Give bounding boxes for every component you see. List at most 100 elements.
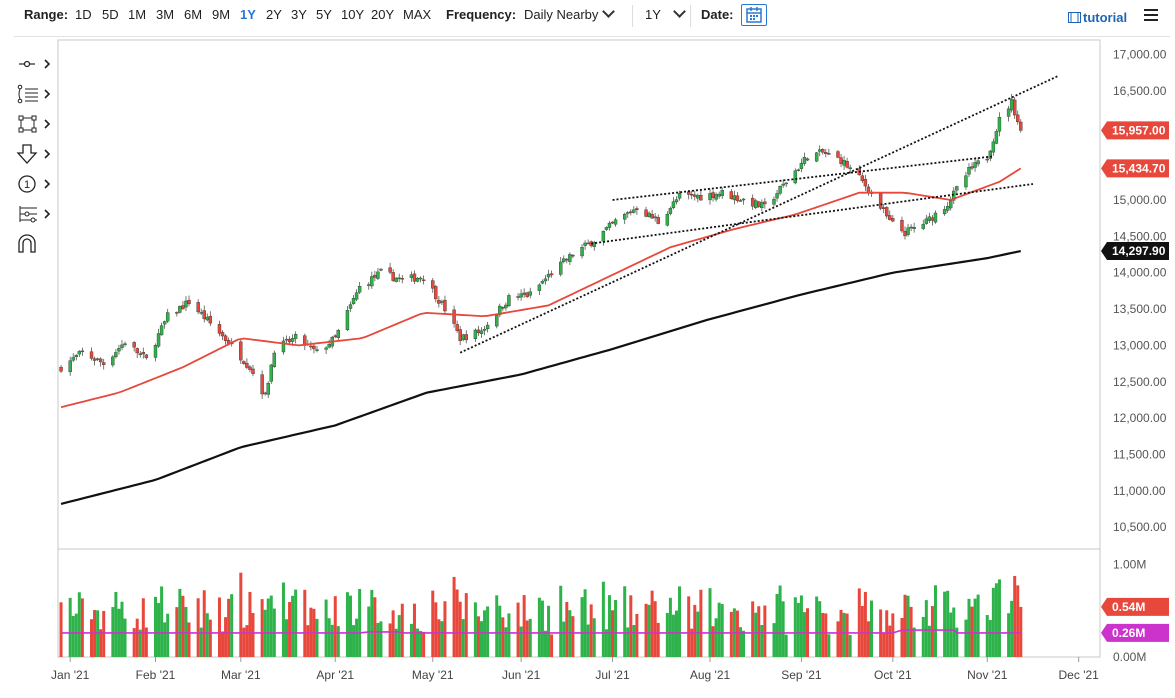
tutorial-link[interactable]: tutorial (1068, 10, 1127, 25)
volume-bar (111, 607, 115, 657)
range-5d[interactable]: 5D (102, 7, 119, 22)
candle-body (187, 299, 191, 304)
candle-body (930, 217, 935, 221)
volume-bar (120, 601, 124, 657)
volume-bar (729, 611, 733, 657)
volume-bar (623, 586, 627, 657)
candle-body (885, 207, 889, 217)
candle-body (504, 304, 508, 309)
price-badge: 15,434.70 (1101, 159, 1169, 178)
candle-body (59, 366, 63, 372)
range-20y[interactable]: 20Y (371, 7, 395, 22)
hamburger-menu-icon[interactable] (1144, 9, 1158, 21)
candle-body (114, 352, 118, 357)
plot-frame (57, 39, 1101, 658)
range-5y[interactable]: 5Y (316, 7, 332, 22)
candle-body (949, 200, 953, 209)
candle-body (778, 186, 782, 194)
frequency-select[interactable]: Daily Nearby (524, 5, 616, 22)
candle-body (970, 166, 974, 169)
candle-body (750, 197, 755, 207)
candle-body (431, 280, 435, 289)
volume-bar (994, 583, 998, 657)
volume-bar (793, 597, 797, 657)
price-badge-bg (1101, 159, 1169, 178)
range-1y[interactable]: 1Y (240, 7, 256, 22)
period-select[interactable]: 1Y (645, 5, 686, 22)
x-tick-label: Jan '21 (51, 668, 90, 682)
magnet-tool[interactable] (14, 232, 54, 256)
candle-body (120, 344, 124, 348)
range-3m[interactable]: 3M (156, 7, 175, 22)
x-tick-label: Apr '21 (316, 668, 354, 682)
counter-tool[interactable]: 1 (14, 172, 54, 196)
magnet-icon (18, 234, 36, 253)
candle-body (900, 220, 904, 232)
volume-bar (123, 618, 127, 657)
candle-body (202, 310, 206, 320)
candle-body (754, 200, 758, 209)
volume-badge-bg (1101, 597, 1169, 616)
crosshair-tool[interactable] (14, 52, 54, 76)
volume-bar (589, 604, 593, 657)
pattern-tool[interactable] (14, 202, 54, 226)
candle-body (903, 231, 907, 237)
candle-body (592, 241, 596, 247)
candle-body (693, 194, 697, 197)
volume-bar (604, 629, 608, 657)
volume-badge: 0.26M (1101, 623, 1169, 642)
price-tick-label: 12,000.00 (1113, 411, 1167, 425)
candle-body (668, 208, 673, 214)
volume-bar (720, 604, 724, 657)
volume-bar (1010, 600, 1014, 657)
candle-body (906, 227, 910, 235)
volume-bar (924, 600, 928, 657)
candle-body (784, 182, 788, 185)
volume-bar (997, 579, 1001, 657)
volume-bar (976, 594, 980, 657)
volume-bar (138, 629, 142, 657)
candle-body (293, 334, 298, 339)
candle-body (239, 341, 243, 361)
volume-bar (498, 605, 502, 657)
candle-body (223, 335, 228, 341)
candle-body (196, 302, 200, 313)
candle-body (549, 273, 554, 276)
candle-body (153, 345, 158, 358)
range-6m[interactable]: 6M (184, 7, 203, 22)
date-picker-button[interactable] (741, 4, 767, 26)
candle-body (860, 175, 865, 182)
volume-bar (504, 627, 508, 657)
range-10y[interactable]: 10Y (341, 7, 365, 22)
range-1d[interactable]: 1D (75, 7, 92, 22)
volume-bar (607, 595, 611, 657)
range-1m[interactable]: 1M (128, 7, 147, 22)
candle-body (714, 194, 718, 200)
volume-bar (202, 590, 206, 657)
range-max[interactable]: MAX (403, 7, 432, 22)
volume-bar (74, 613, 78, 657)
candle-body (604, 227, 609, 230)
volume-bar (537, 597, 541, 657)
fibonacci-tool[interactable] (14, 82, 54, 106)
volume-bar (784, 634, 788, 657)
arrow-tool[interactable] (14, 142, 54, 166)
range-3y[interactable]: 3Y (291, 7, 307, 22)
volume-bar (866, 621, 870, 657)
candle-body (312, 345, 316, 350)
period-value: 1Y (645, 7, 661, 22)
volume-bar (495, 595, 499, 657)
candle-body (455, 324, 459, 331)
candle-body (266, 382, 270, 395)
candle-body (976, 160, 980, 165)
range-2y[interactable]: 2Y (266, 7, 282, 22)
volume-bar (68, 597, 72, 657)
range-9m[interactable]: 9M (212, 7, 231, 22)
volume-bar (580, 597, 584, 657)
candle-body (159, 325, 164, 336)
volume-bar (900, 618, 904, 657)
candle-body (817, 149, 822, 152)
rectangle-tool[interactable] (14, 112, 54, 136)
candle-body (1012, 99, 1017, 116)
